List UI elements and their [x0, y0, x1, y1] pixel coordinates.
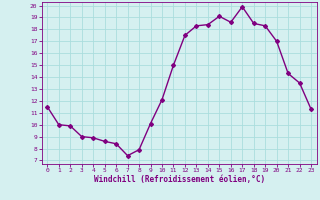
- X-axis label: Windchill (Refroidissement éolien,°C): Windchill (Refroidissement éolien,°C): [94, 175, 265, 184]
